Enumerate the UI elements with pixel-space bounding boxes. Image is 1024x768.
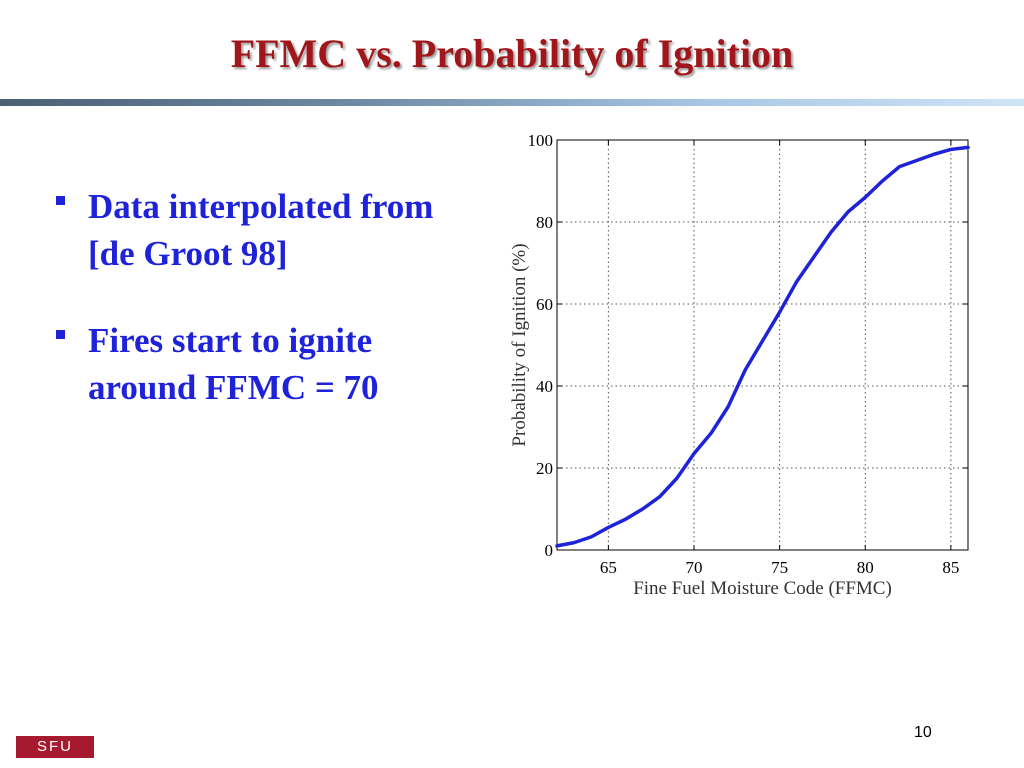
bullet-list: Data interpolated from [de Groot 98] Fir…: [50, 183, 450, 451]
plot-frame: [556, 139, 969, 551]
y-tick-label: 80: [536, 213, 553, 232]
x-tick-label: 80: [857, 558, 874, 577]
bullet-text: Data interpolated from [de Groot 98]: [88, 187, 434, 273]
page-number: 10: [914, 724, 932, 741]
bullet-item: Data interpolated from [de Groot 98]: [50, 183, 450, 277]
axis-ticks: [557, 139, 968, 551]
x-tick-label: 75: [771, 558, 788, 577]
bullet-text: Fires start to ignite around FFMC = 70: [88, 321, 379, 407]
x-axis-title: Fine Fuel Moisture Code (FFMC): [633, 578, 892, 599]
sfu-logo: SFU: [16, 736, 94, 758]
x-tick-label: 65: [600, 558, 617, 577]
chart-grid: [557, 139, 968, 551]
data-line: [555, 145, 970, 548]
y-tick-label: 40: [536, 377, 553, 396]
slide-title: FFMC vs. Probability of Ignition: [230, 31, 794, 76]
y-tick-label: 60: [536, 295, 553, 314]
y-axis-title: Probability of Ignition (%): [509, 243, 530, 446]
y-tick-label: 100: [528, 131, 554, 150]
bullet-item: Fires start to ignite around FFMC = 70: [50, 317, 450, 411]
title-divider: [0, 99, 1024, 106]
x-tick-label: 70: [686, 558, 703, 577]
y-tick-label: 0: [545, 541, 554, 560]
square-bullet-icon: [56, 196, 65, 205]
ignition-probability-chart: 65 70 75 80 85 0 20 40 60 80 100 Fine Fuel Moistur…: [509, 131, 970, 599]
y-tick-label: 20: [536, 459, 553, 478]
square-bullet-icon: [56, 330, 65, 339]
x-tick-label: 85: [942, 558, 959, 577]
axis-tick-labels: 65 70 75 80 85 0 20 40 60 80 100: [528, 131, 960, 577]
